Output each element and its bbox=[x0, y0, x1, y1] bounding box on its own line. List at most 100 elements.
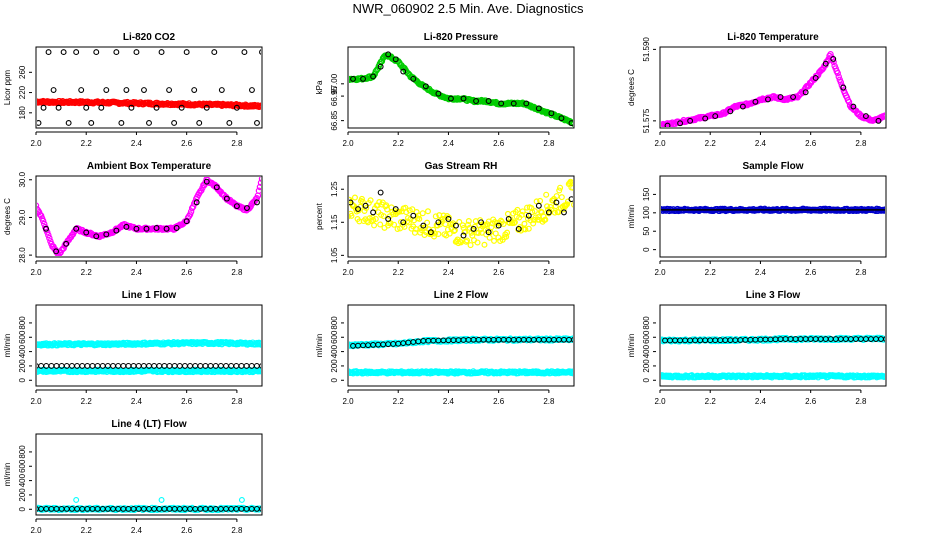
data-point bbox=[258, 367, 261, 374]
data-point bbox=[158, 49, 165, 56]
plot-area bbox=[661, 205, 885, 215]
x-tick-label: 2.0 bbox=[342, 139, 354, 148]
chart-panel: Li-820 Temperature degrees C 2.0 2.2 2.4 2.6 2… bbox=[627, 32, 887, 148]
chart-panel: Sample Flow ml/min 2.0 2.2 2.4 2.6 2.8 0 50 100 15… bbox=[627, 161, 887, 277]
data-point bbox=[158, 496, 165, 503]
chart-panel: Line 3 Flow ml/min 2.0 2.2 2.4 2.6 2.8 0 2004006… bbox=[627, 290, 887, 406]
data-point bbox=[39, 217, 47, 225]
x-tick-label: 2.4 bbox=[131, 526, 143, 535]
data-point bbox=[37, 202, 40, 209]
data-point bbox=[717, 205, 724, 213]
data-point bbox=[46, 234, 53, 242]
y-axis-label: degrees C bbox=[3, 198, 12, 235]
data-point bbox=[777, 94, 784, 100]
x-tick-label: 2.8 bbox=[855, 268, 867, 277]
data-point bbox=[422, 83, 429, 90]
y-tick-label: 0 bbox=[18, 506, 27, 511]
data-point bbox=[178, 104, 185, 111]
data-point bbox=[883, 336, 885, 342]
data-point bbox=[44, 229, 51, 236]
data-point bbox=[862, 113, 869, 120]
data-point bbox=[359, 198, 366, 205]
y-tick-label: 600 bbox=[18, 459, 27, 473]
x-tick-label: 2.4 bbox=[131, 268, 143, 277]
x-tick-label: 2.6 bbox=[493, 268, 505, 277]
data-point bbox=[103, 87, 110, 93]
x-tick-label: 2.8 bbox=[231, 268, 243, 277]
plot-area bbox=[661, 51, 885, 127]
data-point bbox=[241, 49, 248, 56]
data-point bbox=[500, 220, 507, 227]
x-tick-label: 2.8 bbox=[855, 139, 867, 148]
x-tick-label: 2.6 bbox=[181, 139, 193, 148]
data-point bbox=[840, 84, 847, 91]
x-tick-label: 2.4 bbox=[443, 139, 455, 148]
data-point bbox=[439, 215, 446, 222]
plot-area bbox=[349, 51, 573, 127]
data-point bbox=[739, 103, 746, 110]
data-point bbox=[702, 115, 709, 122]
data-point bbox=[435, 90, 442, 97]
y-tick-label: 51.590 bbox=[642, 37, 651, 62]
y-tick-label: 29.0 bbox=[18, 209, 27, 225]
x-tick-label: 2.0 bbox=[342, 268, 354, 277]
data-point bbox=[545, 209, 552, 216]
data-point bbox=[882, 113, 885, 120]
y-tick-label: 800 bbox=[18, 316, 27, 330]
plot-frame bbox=[347, 304, 575, 387]
data-point bbox=[687, 117, 694, 124]
data-point bbox=[45, 231, 52, 239]
y-tick-label: 66.85 bbox=[330, 110, 339, 131]
data-point bbox=[712, 113, 719, 120]
data-point bbox=[424, 219, 431, 226]
y-tick-label: 200 bbox=[330, 359, 339, 373]
page-title: NWR_060902 2.5 Min. Ave. Diagnostics bbox=[352, 1, 584, 16]
y-axis-label: kPa bbox=[315, 80, 324, 94]
data-point bbox=[372, 215, 379, 222]
data-point bbox=[543, 191, 550, 198]
data-point bbox=[370, 209, 377, 216]
x-tick-label: 2.2 bbox=[705, 139, 717, 148]
data-point bbox=[103, 231, 110, 238]
y-axis-label: percent bbox=[315, 202, 324, 229]
y-tick-label: 0 bbox=[330, 377, 339, 382]
y-tick-label: 50 bbox=[642, 226, 651, 235]
data-point bbox=[830, 58, 837, 66]
data-point bbox=[153, 225, 160, 231]
data-point bbox=[552, 203, 559, 210]
data-point bbox=[203, 178, 210, 185]
data-point bbox=[564, 201, 571, 208]
plot-area bbox=[37, 496, 261, 514]
x-tick-label: 2.2 bbox=[393, 268, 405, 277]
data-point bbox=[558, 194, 565, 201]
data-point bbox=[83, 229, 90, 236]
data-point bbox=[488, 224, 495, 231]
y-axis-label: degrees C bbox=[627, 69, 636, 106]
data-point bbox=[570, 120, 573, 127]
data-point bbox=[558, 115, 565, 122]
data-point bbox=[505, 216, 512, 222]
chart-panel: Ambient Box Temperature degrees C 2.0 2.2 2.… bbox=[3, 161, 263, 277]
data-point bbox=[89, 363, 96, 369]
data-point bbox=[113, 49, 120, 56]
data-point bbox=[504, 210, 511, 217]
data-point bbox=[133, 49, 140, 56]
data-point bbox=[460, 232, 467, 239]
data-point bbox=[802, 89, 809, 96]
data-point bbox=[420, 222, 427, 229]
data-point bbox=[120, 363, 127, 369]
data-point bbox=[396, 208, 403, 215]
data-point bbox=[166, 363, 173, 369]
data-point bbox=[93, 49, 100, 56]
data-point bbox=[360, 75, 367, 82]
data-point bbox=[171, 119, 178, 126]
y-tick-label: 800 bbox=[642, 316, 651, 330]
data-point bbox=[258, 177, 261, 182]
data-point bbox=[531, 208, 538, 215]
data-point bbox=[498, 100, 505, 107]
data-point bbox=[529, 209, 536, 216]
chart-panel: Line 1 Flow ml/min 2.0 2.2 2.4 2.6 2.8 0 2004006… bbox=[3, 290, 263, 406]
plot-frame bbox=[35, 175, 263, 258]
y-tick-label: 800 bbox=[330, 316, 339, 330]
data-point bbox=[377, 221, 384, 228]
